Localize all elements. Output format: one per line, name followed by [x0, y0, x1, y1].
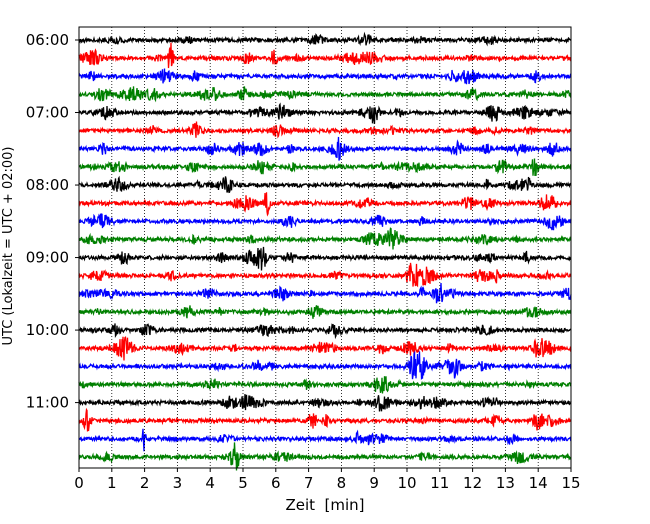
- y-tick-label: 07:00: [26, 104, 69, 122]
- x-tick-label: 1: [107, 474, 117, 492]
- x-axis-label: Zeit [min]: [285, 496, 364, 514]
- trace-1000: [78, 323, 572, 340]
- x-tick-label: 10: [397, 474, 416, 492]
- trace-0615: [78, 42, 572, 69]
- trace-0730: [78, 136, 572, 161]
- trace-1100: [78, 394, 572, 412]
- trace-0900: [78, 246, 572, 271]
- y-tick-label: 11:00: [26, 394, 69, 412]
- trace-0715: [78, 121, 572, 139]
- trace-0815: [78, 192, 572, 217]
- trace-1145: [78, 442, 572, 471]
- trace-0700: [78, 102, 572, 124]
- x-tick-label: 5: [238, 474, 248, 492]
- trace-0830: [78, 213, 572, 231]
- x-tick-label: 14: [529, 474, 548, 492]
- x-tick-label: 15: [561, 474, 580, 492]
- x-tick-label: 3: [173, 474, 183, 492]
- trace-1045: [78, 376, 572, 394]
- x-tick-label: 8: [337, 474, 347, 492]
- x-tick-label: 0: [74, 474, 84, 492]
- trace-0600: [78, 31, 572, 47]
- x-tick-label: 11: [430, 474, 449, 492]
- trace-1015: [78, 336, 572, 361]
- x-tick-label: 4: [205, 474, 215, 492]
- y-tick-label: 09:00: [26, 249, 69, 267]
- trace-0945: [78, 305, 572, 319]
- traces-group: [78, 31, 572, 471]
- trace-0800: [78, 175, 572, 194]
- x-tick-label: 12: [463, 474, 482, 492]
- x-tick-label: 13: [496, 474, 515, 492]
- y-tick-label: 06:00: [26, 31, 69, 49]
- x-tick-label: 7: [304, 474, 314, 492]
- trace-1030: [78, 350, 572, 381]
- y-tick-label: 08:00: [26, 176, 69, 194]
- trace-1130: [78, 428, 572, 452]
- y-axis-label: UTC (Lokalzeit = UTC + 02:00): [1, 147, 16, 346]
- trace-0915: [78, 262, 572, 288]
- trace-0930: [78, 283, 572, 304]
- x-ticks: 0 1 2 3 4 5 6 7 8 9 10 11 12 13 14 15: [74, 468, 581, 492]
- x-tick-label: 6: [271, 474, 281, 492]
- trace-0630: [78, 68, 572, 85]
- trace-0645: [78, 86, 572, 103]
- trace-0745: [78, 158, 572, 176]
- x-tick-label: 9: [369, 474, 379, 492]
- x-tick-label: 2: [140, 474, 150, 492]
- y-tick-label: 10:00: [26, 321, 69, 339]
- plot-frame: [78, 26, 572, 469]
- trace-0845: [78, 227, 572, 250]
- y-ticks: 06:00 07:00 08:00 09:00 10:00 11:00: [26, 31, 79, 412]
- trace-1115: [78, 407, 572, 432]
